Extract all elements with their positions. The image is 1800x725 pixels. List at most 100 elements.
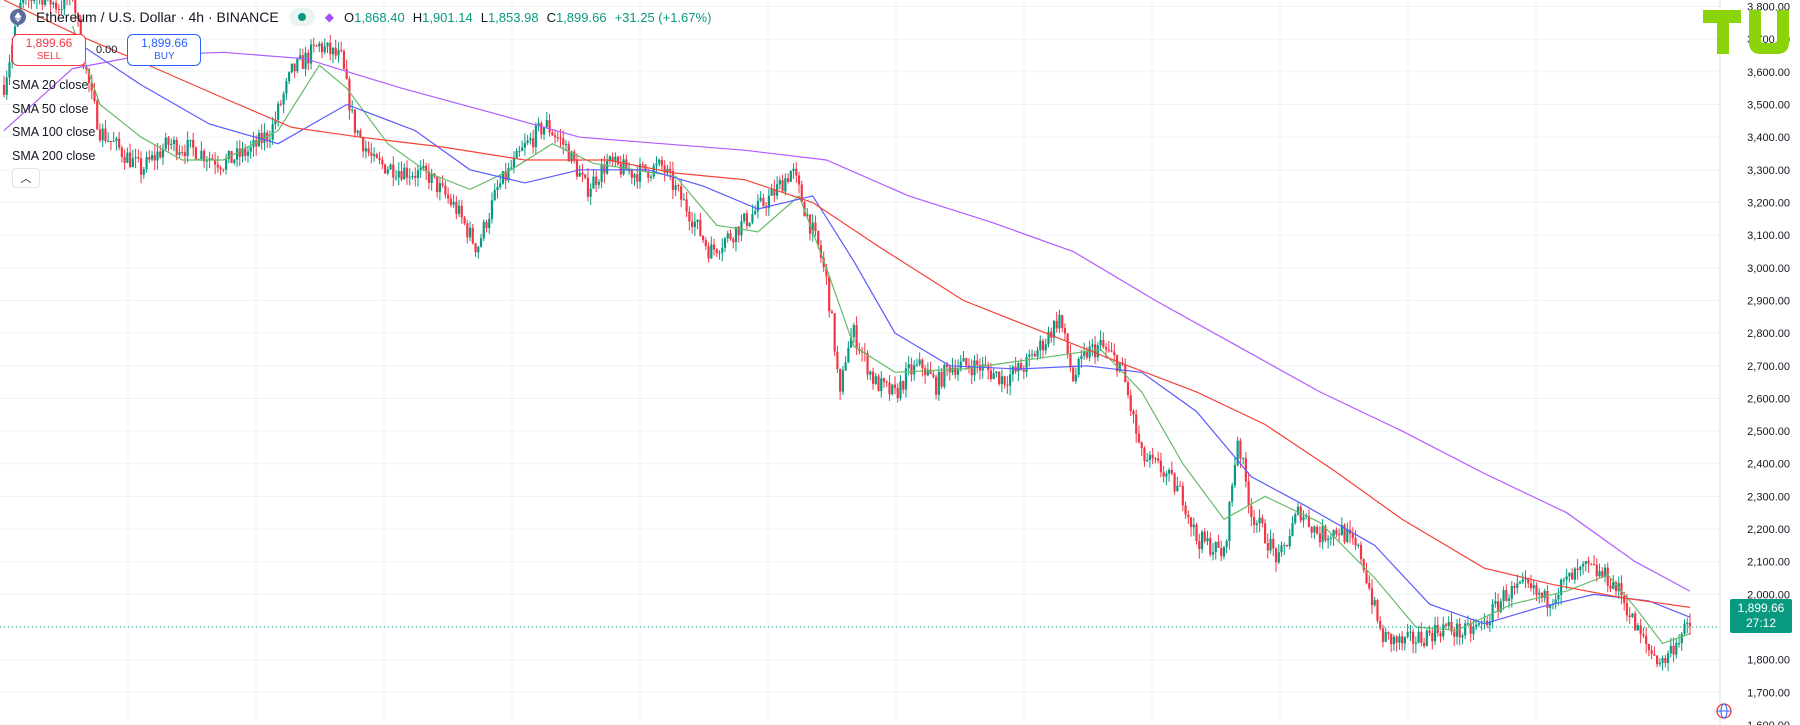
candle-body — [1102, 340, 1105, 347]
candle-body — [1568, 572, 1571, 577]
candle-body — [658, 160, 661, 164]
candle-body — [93, 90, 96, 101]
candle-body — [1656, 655, 1659, 665]
candle-body — [781, 180, 784, 192]
candle-body — [888, 382, 891, 395]
candle-body — [534, 125, 537, 148]
candle-body — [586, 177, 590, 197]
candle-body — [1571, 572, 1574, 580]
candle-body — [490, 200, 494, 219]
candle-body — [192, 139, 195, 148]
candle-body — [1642, 634, 1645, 636]
candle-body — [1140, 442, 1143, 449]
candle-body — [1412, 631, 1415, 644]
candle-body — [351, 109, 354, 111]
candle-body — [822, 257, 825, 268]
candle-body — [1461, 635, 1464, 638]
candle-body — [425, 165, 428, 172]
candle-body — [710, 244, 713, 259]
candle-body — [726, 233, 729, 239]
candle-body — [1316, 526, 1319, 534]
legend-sma-100[interactable]: SMA 100 close — [12, 125, 96, 139]
diamond-icon[interactable]: ◆ — [324, 10, 334, 24]
candle-body — [680, 186, 683, 200]
candle-body — [1066, 333, 1069, 355]
buy-button[interactable]: 1,899.66 BUY — [127, 34, 202, 66]
candle-body — [989, 370, 993, 380]
candle-body — [213, 160, 217, 165]
globe-icon[interactable] — [1716, 703, 1732, 719]
candle-body — [438, 183, 441, 193]
candle-body — [1472, 626, 1475, 634]
symbol-title[interactable]: Ethereum / U.S. Dollar · 4h · BINANCE — [36, 9, 279, 25]
moving-averages — [3, 0, 1691, 645]
candle-body — [850, 337, 853, 348]
candle-body — [943, 364, 946, 387]
candle-body — [647, 171, 650, 178]
candle-body — [677, 185, 680, 187]
candle-body — [880, 378, 883, 392]
candle-body — [836, 351, 839, 369]
candle-body — [320, 43, 324, 53]
candle-body — [874, 376, 877, 384]
candle-body — [1595, 564, 1598, 577]
candle-body — [1220, 547, 1223, 557]
candle-body — [891, 384, 894, 395]
candle-body — [1003, 376, 1006, 385]
candle-body — [510, 167, 513, 169]
candle-body — [1688, 622, 1692, 627]
market-status-indicator[interactable] — [288, 8, 315, 26]
candle-body — [1370, 588, 1374, 606]
legend-sma-20[interactable]: SMA 20 close — [12, 78, 89, 92]
candle-body — [60, 9, 63, 11]
candle-body — [1168, 469, 1171, 474]
candle-body — [1228, 501, 1231, 542]
legend-sma-50[interactable]: SMA 50 close — [12, 101, 89, 116]
candle-body — [871, 371, 875, 384]
candle-body — [1359, 544, 1363, 560]
candle-body — [515, 150, 518, 158]
candle-body — [954, 367, 957, 375]
candle-body — [1310, 526, 1313, 533]
candle-body — [663, 165, 666, 173]
candle-body — [1354, 538, 1357, 546]
candle-body — [1332, 530, 1335, 538]
candle-body — [1192, 524, 1195, 528]
candle-body — [773, 189, 776, 196]
candle-body — [984, 364, 987, 366]
candle-body — [359, 130, 362, 138]
candle-body — [1154, 458, 1157, 460]
candle-body — [444, 185, 447, 195]
candle-body — [770, 189, 773, 196]
candle-body — [1041, 340, 1045, 351]
candle-body — [318, 43, 321, 47]
candle-body — [1329, 537, 1332, 539]
candle-body — [630, 170, 633, 178]
y-tick-label: 3,300.00 — [1747, 165, 1790, 177]
candle-body — [970, 368, 973, 376]
sell-button[interactable]: 1,899.66 SELL — [12, 34, 86, 66]
candle-body — [918, 359, 921, 365]
candle-body — [839, 368, 842, 392]
candle-body — [1173, 473, 1176, 492]
buy-price: 1,899.66 — [141, 36, 188, 50]
candle-body — [685, 199, 688, 212]
legend-sma-200[interactable]: SMA 200 close — [12, 148, 96, 163]
collapse-legend-button[interactable]: ︿ — [12, 168, 40, 188]
candle-body — [290, 63, 293, 73]
candle-body — [830, 311, 834, 314]
price-axis[interactable]: 1,600.001,700.001,800.001,900.002,000.00… — [1747, 2, 1790, 725]
candle-body — [118, 138, 121, 148]
candle-body — [181, 152, 184, 154]
candle-body — [375, 154, 378, 159]
candle-body — [164, 137, 167, 149]
low-label: L — [480, 9, 488, 25]
candle-body — [1189, 517, 1193, 528]
open-value: 1,868.40 — [354, 9, 405, 25]
candle-body — [1573, 568, 1576, 580]
candle-body — [578, 172, 581, 177]
candle-body — [224, 159, 228, 170]
candle-body — [471, 227, 474, 244]
candle-body — [378, 158, 381, 161]
